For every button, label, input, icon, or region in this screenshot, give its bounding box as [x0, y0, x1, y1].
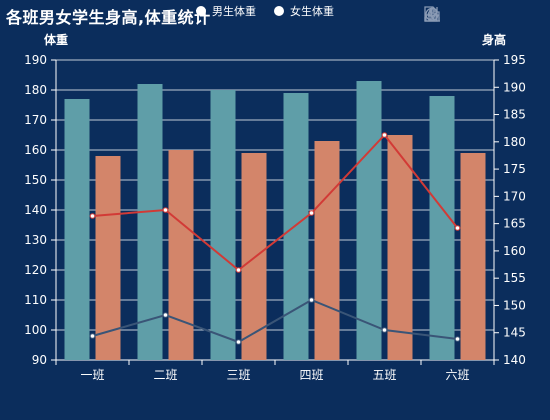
- line-point: [308, 297, 315, 303]
- legend-label-female-weight: 女生体重: [290, 5, 334, 18]
- legend: 男生体重 女生体重: [196, 3, 334, 19]
- y-tick-label-right: 190: [503, 80, 526, 94]
- series-line: [92, 298, 458, 344]
- y-tick-label-right: 165: [503, 217, 526, 231]
- x-tick-label: 一班: [80, 368, 104, 382]
- bar: [429, 96, 455, 360]
- line-point: [381, 327, 388, 333]
- x-tick-label: 四班: [299, 368, 323, 382]
- bar: [64, 99, 90, 360]
- x-tick-label: 二班: [153, 368, 177, 382]
- x-tick-label: 三班: [226, 368, 250, 382]
- y-tick-label-right: 175: [503, 162, 526, 176]
- legend-item-female-weight[interactable]: 女生体重: [274, 3, 334, 19]
- line-point: [454, 336, 461, 342]
- legend-item-male-weight[interactable]: 男生体重: [196, 3, 256, 19]
- toolbox: [424, 6, 544, 22]
- line-point: [235, 339, 242, 345]
- x-tick-label: 五班: [372, 368, 396, 382]
- y-tick-label-right: 180: [503, 135, 526, 149]
- bar: [387, 135, 413, 360]
- series-line: [92, 133, 459, 272]
- line-point: [89, 333, 96, 339]
- line-point: [308, 210, 315, 216]
- y-tick-label-right: 160: [503, 244, 526, 258]
- line-point: [162, 207, 169, 213]
- line-point: [381, 132, 388, 138]
- bar: [356, 81, 382, 360]
- bar: [241, 153, 267, 360]
- y-tick-label-right: 195: [503, 53, 526, 67]
- y-tick-label-right: 185: [503, 108, 526, 122]
- line-chart-icon[interactable]: [425, 6, 466, 22]
- y-axis-right-label: 身高: [482, 32, 506, 47]
- y-axis-left-label: 体重: [44, 32, 68, 47]
- y-tick-label-left: 100: [24, 323, 47, 337]
- y-tick-label-right: 140: [503, 353, 526, 367]
- y-tick-label-left: 140: [24, 203, 47, 217]
- y-tick-label-right: 170: [503, 189, 526, 203]
- bar: [460, 153, 486, 360]
- line-point: [454, 225, 461, 231]
- line-point: [235, 267, 242, 273]
- y-tick-label-right: 145: [503, 326, 526, 340]
- y-tick-label-left: 150: [24, 173, 47, 187]
- legend-dot-icon: [274, 6, 284, 16]
- y-tick-label-right: 155: [503, 271, 526, 285]
- download-icon[interactable]: [424, 6, 544, 22]
- y-tick-label-left: 170: [24, 113, 47, 127]
- y-tick-label-left: 90: [32, 353, 47, 367]
- y-tick-label-left: 190: [24, 53, 47, 67]
- bar: [210, 90, 236, 360]
- y-tick-label-left: 160: [24, 143, 47, 157]
- y-tick-label-left: 110: [24, 293, 47, 307]
- y-tick-label-right: 150: [503, 298, 526, 312]
- bar: [168, 150, 194, 360]
- y-tick-label-left: 130: [24, 233, 47, 247]
- y-tick-label-left: 120: [24, 263, 47, 277]
- y-tick-label-left: 180: [24, 83, 47, 97]
- bar: [283, 93, 309, 360]
- bar: [137, 84, 163, 360]
- bar: [95, 156, 121, 360]
- bar: [314, 141, 340, 360]
- line-point: [162, 312, 169, 318]
- chart-title: 各班男女学生身高,体重统计: [6, 8, 211, 27]
- line-point: [89, 213, 96, 219]
- bar-chart-icon[interactable]: [425, 6, 492, 22]
- legend-label-male-weight: 男生体重: [212, 5, 256, 18]
- x-tick-label: 六班: [445, 368, 469, 382]
- restore-icon[interactable]: [425, 6, 518, 22]
- legend-dot-icon: [196, 6, 206, 16]
